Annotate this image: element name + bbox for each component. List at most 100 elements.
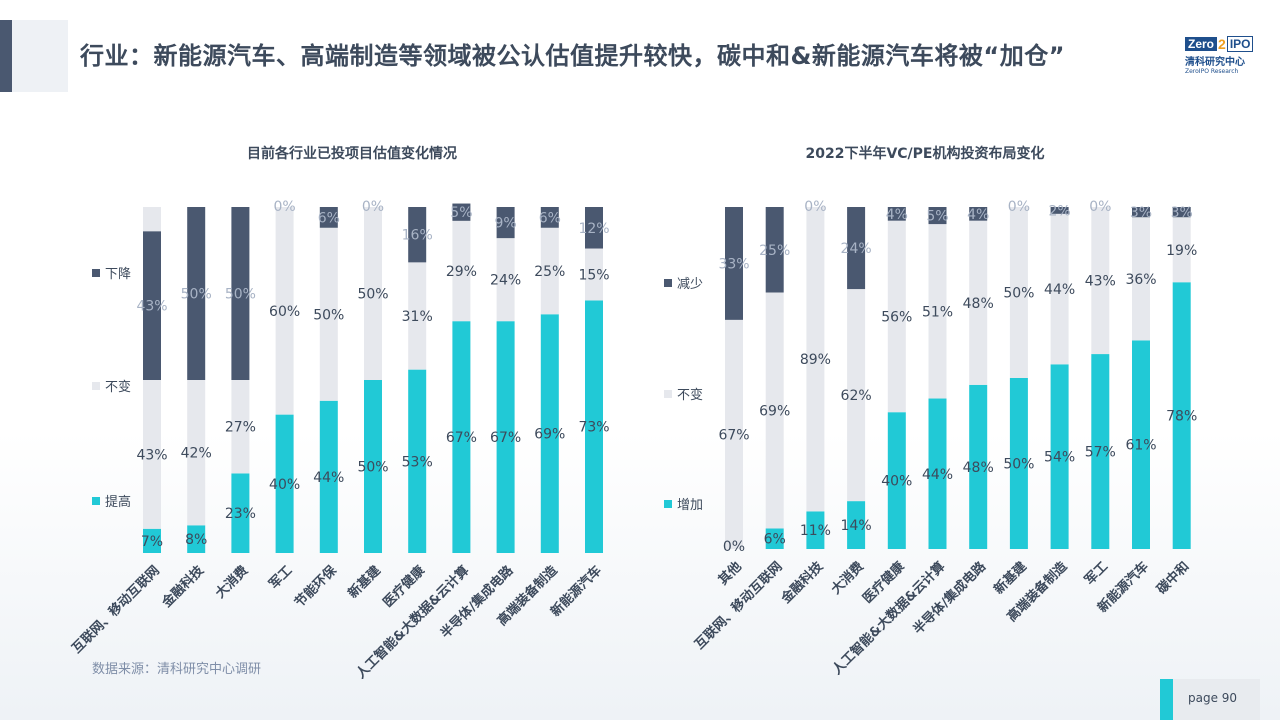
- logo-cn: 清科研究中心: [1185, 57, 1245, 68]
- legend-label-2-2: 不变: [677, 387, 703, 403]
- data-label-2-2-11: 36%: [1125, 272, 1156, 288]
- data-label-1-1-8: 67%: [446, 430, 477, 446]
- data-label-1-2-11: 15%: [578, 267, 609, 283]
- category-label-1-4: 军工: [266, 563, 295, 592]
- data-label-1-3-8: 5%: [450, 205, 472, 221]
- category-label-2-4: 大消费: [828, 559, 867, 598]
- category-label-1-1: 互联网、移动互联网: [69, 563, 163, 657]
- bar-1-3-8: [452, 203, 471, 221]
- bar-2-1-5: [887, 412, 906, 549]
- data-label-2-1-6: 44%: [922, 467, 953, 483]
- data-label-1-3-3: 50%: [225, 287, 256, 303]
- data-label-2-1-5: 40%: [881, 474, 912, 490]
- bar-2-3-12: [1172, 207, 1191, 218]
- bar-2-1-4: [847, 501, 866, 549]
- title-accent-block: [12, 20, 68, 92]
- bar-1-1-10: [540, 314, 559, 553]
- bar-1-1-4: [275, 414, 294, 553]
- bar-1-1-11: [585, 300, 603, 553]
- bar-1-3-5: [319, 207, 338, 228]
- bar-1-2-9: [496, 238, 515, 322]
- category-label-1-5: 节能环保: [292, 562, 341, 611]
- data-label-2-3-1: 33%: [718, 256, 749, 272]
- bar-2-1-12: [1172, 282, 1191, 549]
- category-label-1-6: 新基建: [345, 563, 384, 602]
- bar-1-2-8: [452, 220, 471, 322]
- data-label-1-2-8: 29%: [446, 264, 477, 280]
- data-label-2-3-4: 24%: [841, 241, 872, 257]
- bar-2-2-3: [806, 207, 825, 512]
- bar-1-2-2: [187, 380, 206, 526]
- bar-2-2-11: [1132, 217, 1150, 341]
- data-label-1-1-1: 7%: [141, 534, 163, 550]
- bar-1-1-9: [496, 321, 515, 553]
- data-label-1-2-4: 60%: [269, 304, 300, 320]
- data-label-2-1-7: 48%: [963, 460, 994, 476]
- legend-label-1-1: 提高: [105, 494, 131, 510]
- data-label-2-2-2: 69%: [759, 403, 790, 419]
- page-number-accent: [1160, 679, 1173, 720]
- bar-2-2-9: [1050, 213, 1069, 365]
- bar-1-3-1: [143, 231, 161, 380]
- category-label-2-12: 碳中和: [1154, 559, 1193, 598]
- data-label-1-1-10: 69%: [534, 427, 565, 443]
- bar-2-3-9: [1050, 207, 1069, 214]
- legend-swatch-1-3: [92, 269, 100, 277]
- data-label-2-2-3: 89%: [800, 352, 831, 368]
- data-label-2-1-12: 78%: [1166, 409, 1197, 425]
- data-label-2-2-12: 19%: [1166, 243, 1197, 259]
- data-label-1-1-5: 44%: [313, 470, 344, 486]
- data-label-2-3-5: 4%: [886, 207, 908, 223]
- bar-1-2-7: [408, 262, 427, 370]
- data-label-2-1-3: 11%: [800, 523, 831, 539]
- bar-2-3-2: [765, 207, 784, 293]
- bar-1-3-11: [585, 207, 603, 249]
- legend-label-2-3: 减少: [677, 277, 703, 292]
- bar-2-3-5: [887, 207, 906, 221]
- bar-2-3-4: [847, 207, 866, 290]
- bar-1-3-2: [187, 207, 206, 380]
- bar-1-1-2: [187, 525, 206, 553]
- data-label-1-3-6: 0%: [362, 199, 384, 215]
- bar-2-2-2: [765, 292, 784, 529]
- category-label-1-2: 金融科技: [158, 562, 207, 611]
- bar-2-3-11: [1132, 207, 1150, 218]
- bar-1-3-9: [496, 207, 515, 239]
- bar-2-2-7: [969, 220, 988, 385]
- data-label-1-2-2: 42%: [181, 446, 212, 462]
- bar-2-1-10: [1091, 354, 1110, 549]
- legend-label-1-2: 不变: [105, 379, 131, 395]
- bar-2-2-12: [1172, 217, 1191, 283]
- bar-1-2-6: [364, 207, 382, 380]
- data-label-1-1-4: 40%: [269, 477, 300, 493]
- logo-brand-mid: 2: [1218, 36, 1226, 52]
- bar-1-1-8: [452, 321, 471, 553]
- data-label-1-3-11: 12%: [578, 221, 609, 237]
- bar-1-1-5: [319, 400, 338, 553]
- data-label-1-2-6: 50%: [357, 287, 388, 303]
- bar-2-1-2: [765, 528, 784, 549]
- bar-2-1-3: [806, 511, 825, 549]
- data-label-2-2-1: 67%: [718, 427, 749, 443]
- bar-2-1-11: [1132, 340, 1150, 549]
- bar-2-3-7: [969, 207, 988, 221]
- data-label-2-3-7: 4%: [967, 207, 989, 223]
- bar-remainder-1-1: [143, 207, 161, 232]
- data-label-2-2-5: 56%: [881, 309, 912, 325]
- data-label-2-3-2: 25%: [759, 243, 790, 259]
- data-label-2-3-11: 3%: [1130, 205, 1152, 221]
- logo-brand-right: IPO: [1226, 36, 1254, 52]
- data-label-1-3-2: 50%: [181, 287, 212, 303]
- bar-1-1-1: [143, 528, 161, 553]
- data-label-1-1-11: 73%: [578, 420, 609, 436]
- data-label-1-2-9: 24%: [490, 273, 521, 289]
- bar-1-3-10: [540, 207, 559, 228]
- legend-swatch-2-3: [664, 279, 672, 287]
- title-accent-bar: [0, 20, 12, 92]
- legend-swatch-1-2: [92, 382, 100, 390]
- bar-1-2-11: [585, 248, 603, 301]
- category-label-2-7: 半导体/集成电路: [910, 558, 990, 638]
- bar-2-3-6: [928, 207, 947, 225]
- legend-label-2-1: 增加: [677, 498, 703, 513]
- bar-2-1-9: [1050, 364, 1069, 549]
